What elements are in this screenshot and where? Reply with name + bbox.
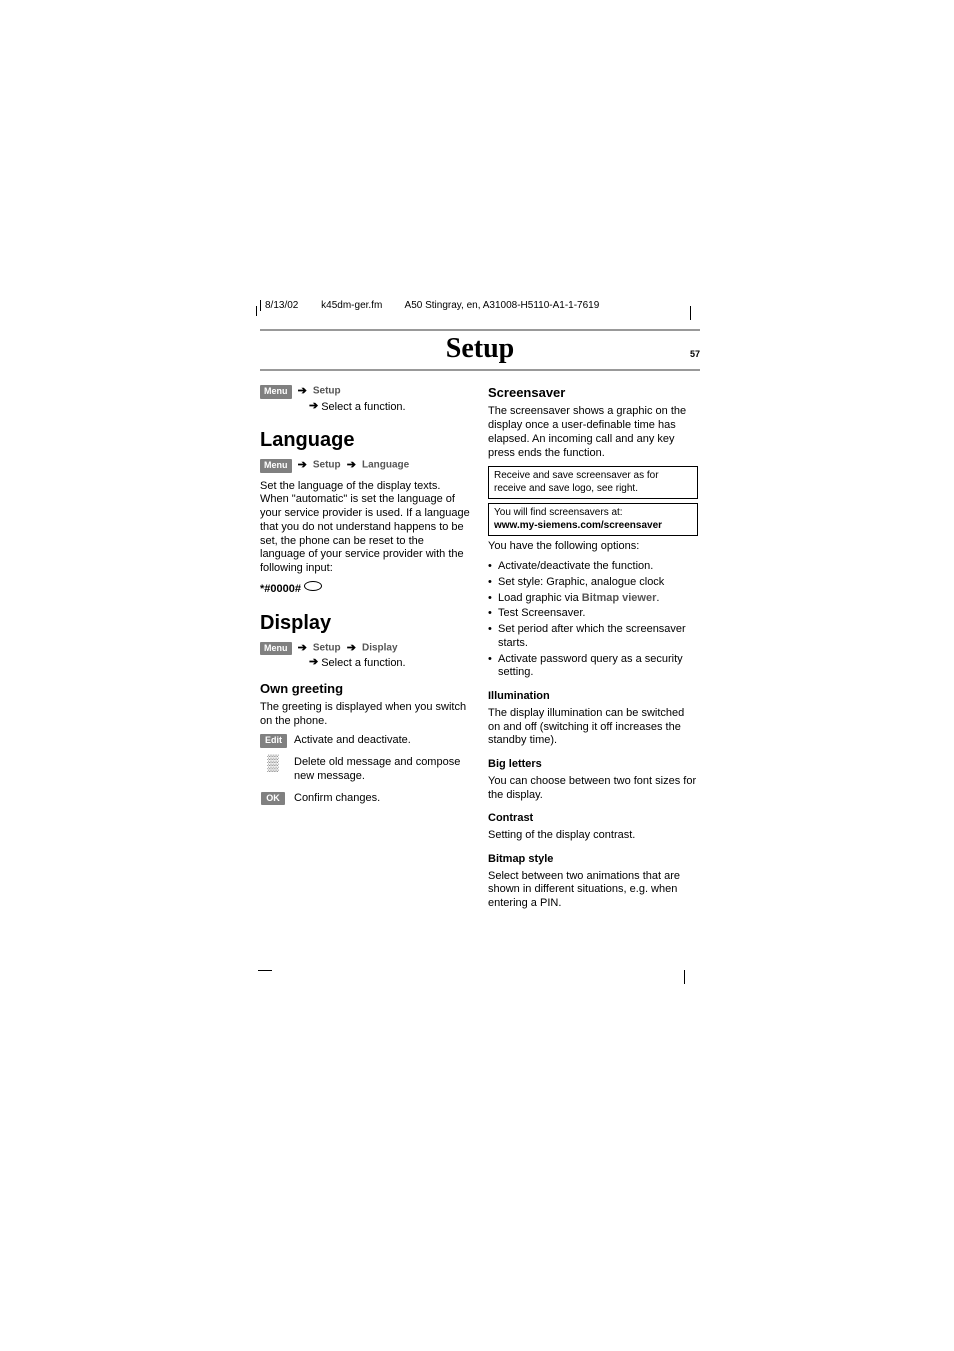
title-bar: Setup 57 [260, 329, 700, 365]
call-key-icon [304, 581, 322, 591]
header-meta: 8/13/02 k45dm-ger.fm A50 Stingray, en, A… [260, 300, 700, 311]
info-box-2: You will find screensavers at: www.my-si… [488, 503, 698, 536]
nav-language: Menu ➔ Setup ➔ Language [260, 459, 470, 474]
opt-1: Set style: Graphic, analogue clock [488, 576, 698, 590]
heading-display: Display [260, 611, 470, 636]
edit-button: Edit [260, 734, 287, 747]
arrow-icon: ➔ [298, 385, 307, 397]
options-list: Activate/deactivate the function. Set st… [488, 560, 698, 680]
screensaver-url: www.my-siemens.com/screensaver [494, 520, 662, 531]
keypad-icon [263, 756, 283, 774]
heading-illumination: Illumination [488, 690, 698, 704]
options-intro: You have the following options: [488, 540, 698, 554]
heading-contrast: Contrast [488, 812, 698, 826]
page-container: 8/13/02 k45dm-ger.fm A50 Stingray, en, A… [260, 300, 700, 917]
big-letters-body: You can choose between two font sizes fo… [488, 775, 698, 803]
menu-button: Menu [260, 459, 292, 472]
bitmap-style-body: Select between two animations that are s… [488, 870, 698, 911]
meta-doc: A50 Stingray, en, A31008-H5110-A1-1-7619 [405, 300, 600, 311]
meta-date: 8/13/02 [260, 300, 298, 311]
page-title: Setup [290, 333, 670, 365]
heading-screensaver: Screensaver [488, 385, 698, 401]
ok-text: Confirm changes. [294, 792, 470, 806]
opt-4: Set period after which the screensaver s… [488, 623, 698, 651]
nav-setup: Menu ➔ Setup ➔Select a function. [260, 385, 470, 414]
menu-button: Menu [260, 642, 292, 655]
meta-file: k45dm-ger.fm [321, 300, 382, 311]
opt-2: Load graphic via Bitmap viewer. [488, 592, 698, 606]
nav-display: Menu ➔ Setup ➔ Display ➔Select a functio… [260, 642, 470, 671]
menu-button: Menu [260, 385, 292, 398]
nav-setup-label: Setup [313, 386, 341, 397]
keypad-text: Delete old message and compose new messa… [294, 756, 470, 784]
left-column: Menu ➔ Setup ➔Select a function. Languag… [260, 385, 470, 917]
action-ok: OK Confirm changes. [260, 792, 470, 806]
heading-own-greeting: Own greeting [260, 681, 470, 697]
language-body: Set the language of the display texts. W… [260, 480, 470, 576]
action-keypad: Delete old message and compose new messa… [260, 756, 470, 784]
edit-text: Activate and deactivate. [294, 734, 470, 748]
opt-3: Test Screensaver. [488, 607, 698, 621]
heading-language: Language [260, 428, 470, 453]
opt-5: Activate password query as a security se… [488, 653, 698, 681]
contrast-body: Setting of the display contrast. [488, 829, 698, 843]
info-box-1: Receive and save screensaver as for rece… [488, 466, 698, 499]
illumination-body: The display illumination can be switched… [488, 707, 698, 748]
screensaver-body: The screensaver shows a graphic on the d… [488, 405, 698, 460]
heading-bitmap-style: Bitmap style [488, 853, 698, 867]
page-number: 57 [670, 349, 700, 359]
nav-select-fn: Select a function. [321, 400, 405, 412]
reset-code: *#0000# [260, 582, 470, 597]
heading-big-letters: Big letters [488, 758, 698, 772]
right-column: Screensaver The screensaver shows a grap… [488, 385, 698, 917]
action-edit: Edit Activate and deactivate. [260, 734, 470, 748]
ok-button: OK [261, 792, 285, 805]
own-greeting-body: The greeting is displayed when you switc… [260, 701, 470, 729]
nav-language-label: Language [362, 460, 409, 471]
opt-0: Activate/deactivate the function. [488, 560, 698, 574]
nav-display-label: Display [362, 642, 398, 653]
